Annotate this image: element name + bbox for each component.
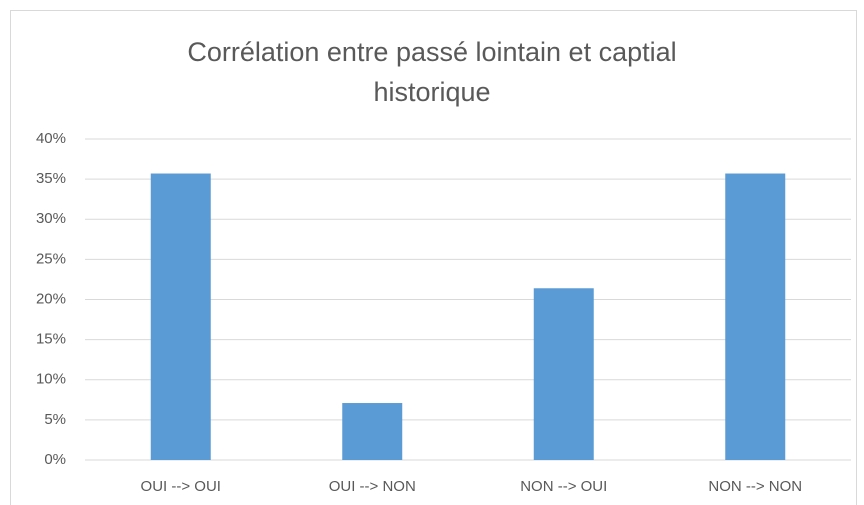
x-tick-label: OUI --> NON	[329, 478, 416, 495]
y-tick-label: 40%	[36, 130, 66, 147]
bar	[725, 173, 786, 460]
chart-border	[10, 10, 857, 505]
y-tick-label: 20%	[36, 290, 66, 307]
bar	[342, 403, 403, 460]
x-tick-label: NON --> OUI	[520, 478, 607, 495]
x-tick-label: OUI --> OUI	[141, 478, 221, 495]
y-tick-label: 30%	[36, 210, 66, 227]
y-tick-label: 35%	[36, 170, 66, 187]
x-tick-label: NON --> NON	[708, 478, 802, 495]
bar	[533, 288, 594, 460]
y-tick-label: 0%	[44, 451, 66, 468]
y-tick-label: 25%	[36, 250, 66, 267]
y-tick-label: 10%	[36, 371, 66, 388]
chart-title: Corrélation entre passé lointain et capt…	[187, 37, 677, 107]
bar	[150, 173, 211, 460]
y-tick-label: 5%	[44, 411, 66, 428]
y-tick-label: 15%	[36, 331, 66, 348]
